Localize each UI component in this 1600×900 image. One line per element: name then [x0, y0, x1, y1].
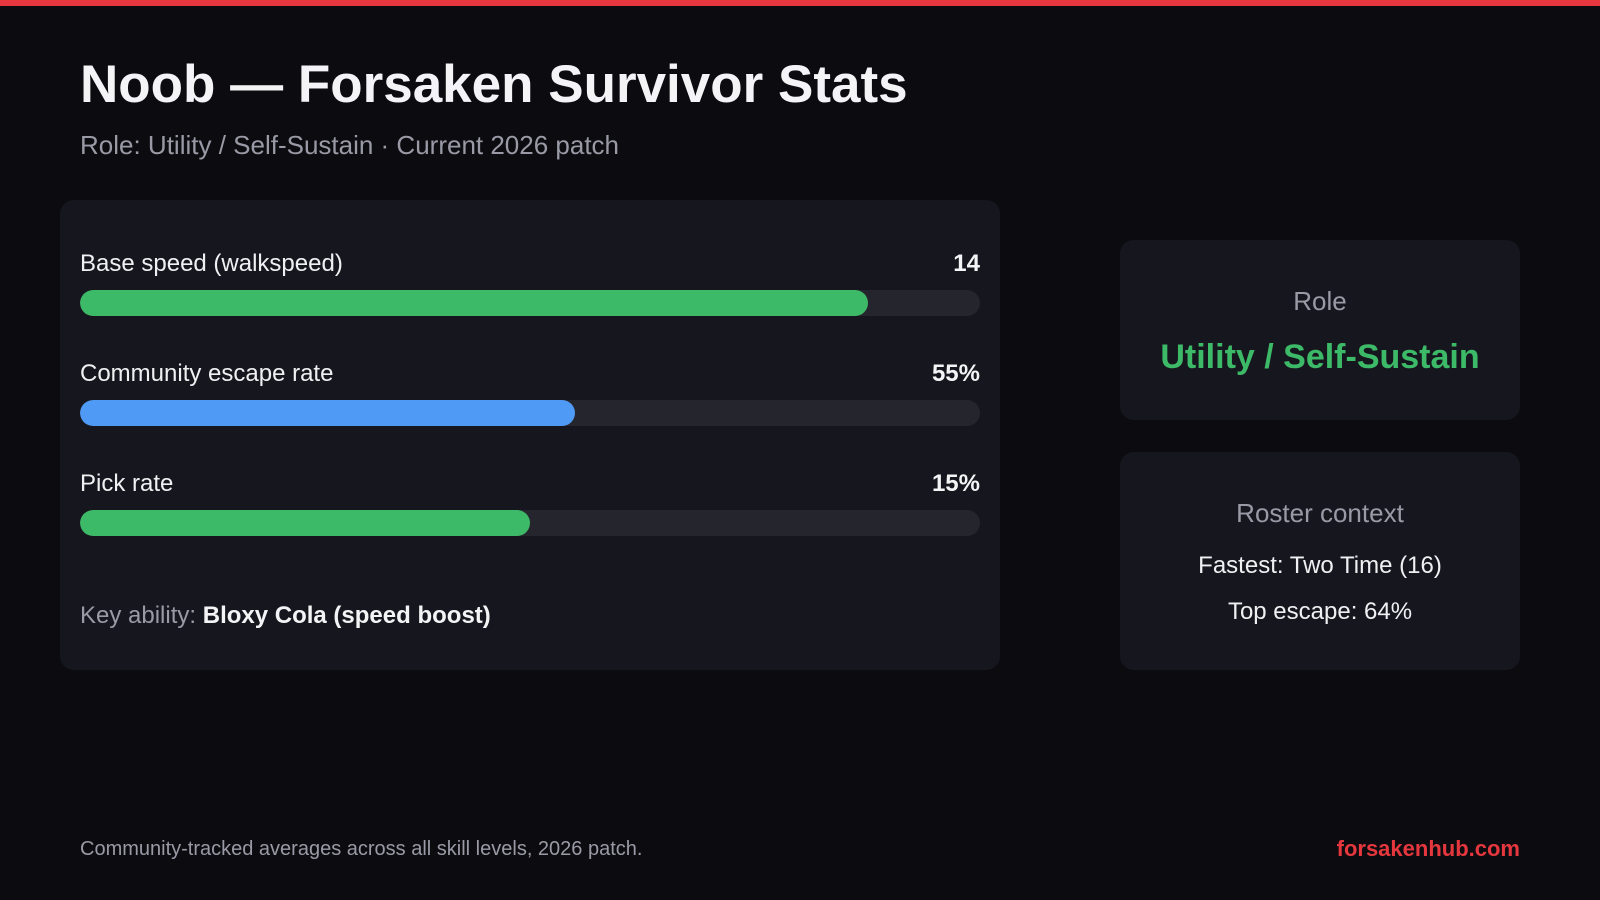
top-accent-bar [0, 0, 1600, 6]
stat-value: 15% [932, 470, 980, 498]
key-ability-value: Bloxy Cola (speed boost) [203, 602, 491, 629]
stat-row-escape-rate: Community escape rate 55% [80, 360, 980, 426]
stats-card: Base speed (walkspeed) 14 Community esca… [60, 200, 1000, 670]
stat-label: Community escape rate [80, 360, 333, 388]
key-ability: Key ability: Bloxy Cola (speed boost) [80, 602, 491, 630]
stat-value: 14 [953, 250, 980, 278]
footer-note: Community-tracked averages across all sk… [80, 838, 642, 861]
stat-bar-fill [80, 400, 575, 426]
role-card-heading: Role [1120, 286, 1520, 317]
stat-bar-track [80, 290, 980, 316]
role-card: Role Utility / Self-Sustain [1120, 240, 1520, 420]
stat-value: 55% [932, 360, 980, 388]
footer-brand-link[interactable]: forsakenhub.com [1337, 836, 1520, 862]
stat-bar-fill [80, 290, 868, 316]
roster-context-card: Roster context Fastest: Two Time (16) To… [1120, 452, 1520, 670]
page-title: Noob — Forsaken Survivor Stats [80, 56, 908, 114]
stat-row-pick-rate: Pick rate 15% [80, 470, 980, 536]
stat-label: Base speed (walkspeed) [80, 250, 343, 278]
key-ability-label: Key ability: [80, 602, 196, 629]
stat-bar-track [80, 400, 980, 426]
stat-bar-track [80, 510, 980, 536]
stat-row-base-speed: Base speed (walkspeed) 14 [80, 250, 980, 316]
stat-bar-fill [80, 510, 530, 536]
roster-card-heading: Roster context [1120, 498, 1520, 529]
roster-top-escape: Top escape: 64% [1120, 598, 1520, 626]
roster-fastest: Fastest: Two Time (16) [1120, 552, 1520, 580]
page-subtitle: Role: Utility / Self-Sustain · Current 2… [80, 130, 619, 161]
stat-label: Pick rate [80, 470, 173, 498]
role-card-value: Utility / Self-Sustain [1120, 338, 1520, 377]
